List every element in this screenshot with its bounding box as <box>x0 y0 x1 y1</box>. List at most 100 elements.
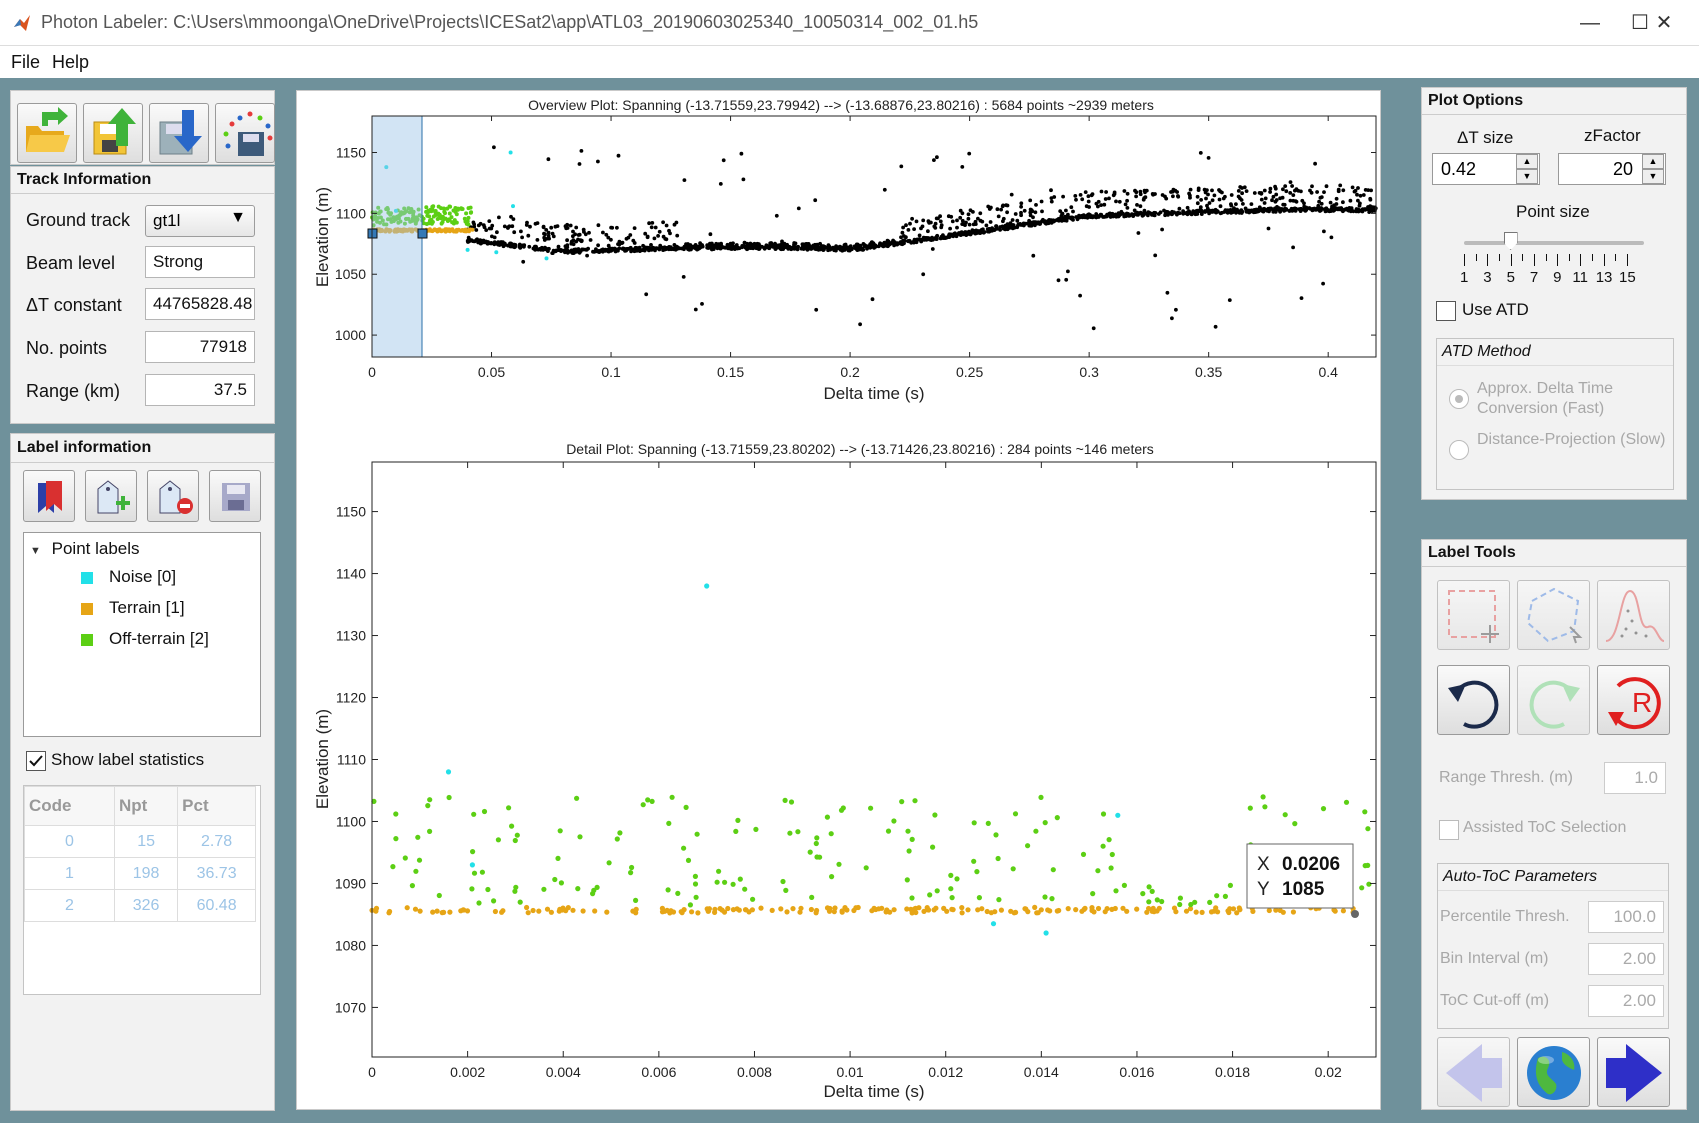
overview-photon <box>1249 202 1254 207</box>
undo-button[interactable] <box>1437 665 1510 735</box>
overview-photon <box>1063 214 1067 219</box>
lasso-select-button[interactable] <box>1517 580 1590 650</box>
range-field[interactable]: 37.5 <box>145 374 255 406</box>
menu-file[interactable]: File <box>11 52 41 72</box>
save-download-button[interactable] <box>149 103 209 163</box>
detail-offterrain-photon <box>1262 804 1268 810</box>
use-atd-checkbox[interactable] <box>1436 301 1456 321</box>
detail-offterrain-photon <box>614 836 620 842</box>
overview-photon <box>907 238 912 243</box>
show-stats-checkbox[interactable] <box>26 751 46 771</box>
globe-button[interactable] <box>1517 1037 1590 1107</box>
beam-level-field[interactable]: Strong <box>145 246 255 278</box>
menu-help[interactable]: Help <box>52 52 90 72</box>
tree-item-terrain[interactable]: Terrain [1] <box>109 598 185 617</box>
minimize-button[interactable]: — <box>1580 12 1600 34</box>
close-button[interactable]: ✕ <box>1655 12 1673 34</box>
rect-select-button[interactable] <box>1437 580 1510 650</box>
tree-item-offterrain[interactable]: Off-terrain [2] <box>109 629 209 648</box>
detail-terrain-photon <box>1038 907 1044 913</box>
detail-terrain-photon <box>530 907 536 914</box>
overview-photon <box>959 230 963 235</box>
overview-photon <box>553 224 558 229</box>
ground-track-value: gt1l <box>153 211 181 230</box>
atd-slow-radio[interactable] <box>1449 440 1469 460</box>
tree-item-noise[interactable]: Noise [0] <box>109 567 177 586</box>
overview-photon <box>1308 188 1312 193</box>
redo-button[interactable] <box>1517 665 1590 735</box>
overview-photon <box>1252 191 1257 195</box>
maximize-button[interactable]: ☐ <box>1631 12 1649 34</box>
selection-handle-right[interactable] <box>417 228 428 239</box>
detail-axes[interactable] <box>371 461 1377 1058</box>
window-title: Photon Labeler: C:\Users\mmoonga\OneDriv… <box>41 12 979 32</box>
histogram-select-button[interactable] <box>1597 580 1670 650</box>
overview-photon <box>1341 209 1345 214</box>
remove-label-button[interactable] <box>147 470 199 522</box>
zfactor-up-icon[interactable]: ▲ <box>1642 154 1664 169</box>
point-labels-tree[interactable]: ▼ Point labels Noise [0] Terrain [1] Off… <box>23 532 261 737</box>
triangle-down-icon: ▼ <box>30 545 41 557</box>
overview-photon <box>1028 220 1032 225</box>
detail-terrain-photon <box>704 906 710 912</box>
dt-constant-field[interactable]: 44765828.48 <box>145 288 255 320</box>
label-bookmark-button[interactable] <box>23 470 75 522</box>
zfactor-down-icon[interactable]: ▼ <box>1642 169 1664 184</box>
detail-offterrain-photon <box>1362 809 1368 815</box>
zfactor-value: 20 <box>1612 159 1633 179</box>
data-tip[interactable]: X 0.0206 Y 1085 <box>1246 843 1359 918</box>
save-points-button[interactable] <box>215 103 275 163</box>
overview-photon <box>1334 196 1339 201</box>
next-segment-button[interactable] <box>1597 1037 1670 1107</box>
point-size-slider-track[interactable] <box>1464 241 1644 245</box>
detail-offterrain-photon <box>514 832 520 838</box>
assisted-toc-checkbox[interactable] <box>1439 820 1459 840</box>
overview-labeled-photon <box>466 227 471 232</box>
tree-root[interactable]: ▼ Point labels <box>30 539 140 559</box>
detail-point-cloud[interactable] <box>369 583 1372 936</box>
point-size-slider-thumb[interactable] <box>1503 232 1518 250</box>
overview-photon <box>1130 212 1134 217</box>
detail-offterrain-photon <box>1140 891 1146 897</box>
overview-photon <box>1028 198 1033 203</box>
bin-interval-field[interactable]: 2.00 <box>1588 943 1664 975</box>
dt-size-up-icon[interactable]: ▲ <box>1516 154 1538 169</box>
overview-selection-window[interactable] <box>371 115 423 358</box>
dt-size-down-icon[interactable]: ▼ <box>1516 169 1538 184</box>
overview-labeled-photon <box>378 220 382 225</box>
range-thresh-field[interactable]: 1.0 <box>1604 762 1666 794</box>
detail-terrain-photon <box>913 905 919 911</box>
overview-photon <box>955 225 959 230</box>
overview-photon <box>628 245 633 250</box>
detail-terrain-photon <box>909 910 915 916</box>
overview-photon <box>858 322 862 327</box>
overview-photon <box>735 245 739 250</box>
reset-button[interactable]: R <box>1597 665 1670 735</box>
npoints-field[interactable]: 77918 <box>145 331 255 363</box>
atd-fast-radio[interactable] <box>1449 389 1469 409</box>
overview-labeled-photon <box>445 219 450 223</box>
add-label-button[interactable] <box>85 470 137 522</box>
overview-photon <box>1348 198 1353 203</box>
toc-cutoff-field[interactable]: 2.00 <box>1588 985 1664 1017</box>
noise-swatch <box>81 572 93 584</box>
detail-terrain-photon <box>869 908 875 914</box>
overview-photon <box>613 249 618 254</box>
save-labels-button[interactable] <box>209 470 261 522</box>
overview-point-cloud[interactable] <box>370 145 1378 331</box>
ground-track-dropdown[interactable]: gt1l ▼ <box>145 205 255 237</box>
percentile-field[interactable]: 100.0 <box>1588 901 1664 933</box>
detail-offterrain-photon <box>829 874 835 880</box>
overview-photon <box>1019 201 1024 206</box>
overview-photon <box>796 206 801 211</box>
overview-axes[interactable] <box>371 115 1377 358</box>
overview-photon <box>1034 203 1038 207</box>
detail-offterrain-photon <box>905 828 911 834</box>
detail-terrain-photon <box>1234 910 1240 916</box>
open-file-button[interactable] <box>17 103 77 163</box>
stats-cell: 2.78 <box>177 825 256 858</box>
prev-segment-button[interactable] <box>1437 1037 1510 1107</box>
save-upload-button[interactable] <box>83 103 143 163</box>
overview-photon <box>687 243 691 248</box>
globe-icon <box>1527 1046 1581 1100</box>
